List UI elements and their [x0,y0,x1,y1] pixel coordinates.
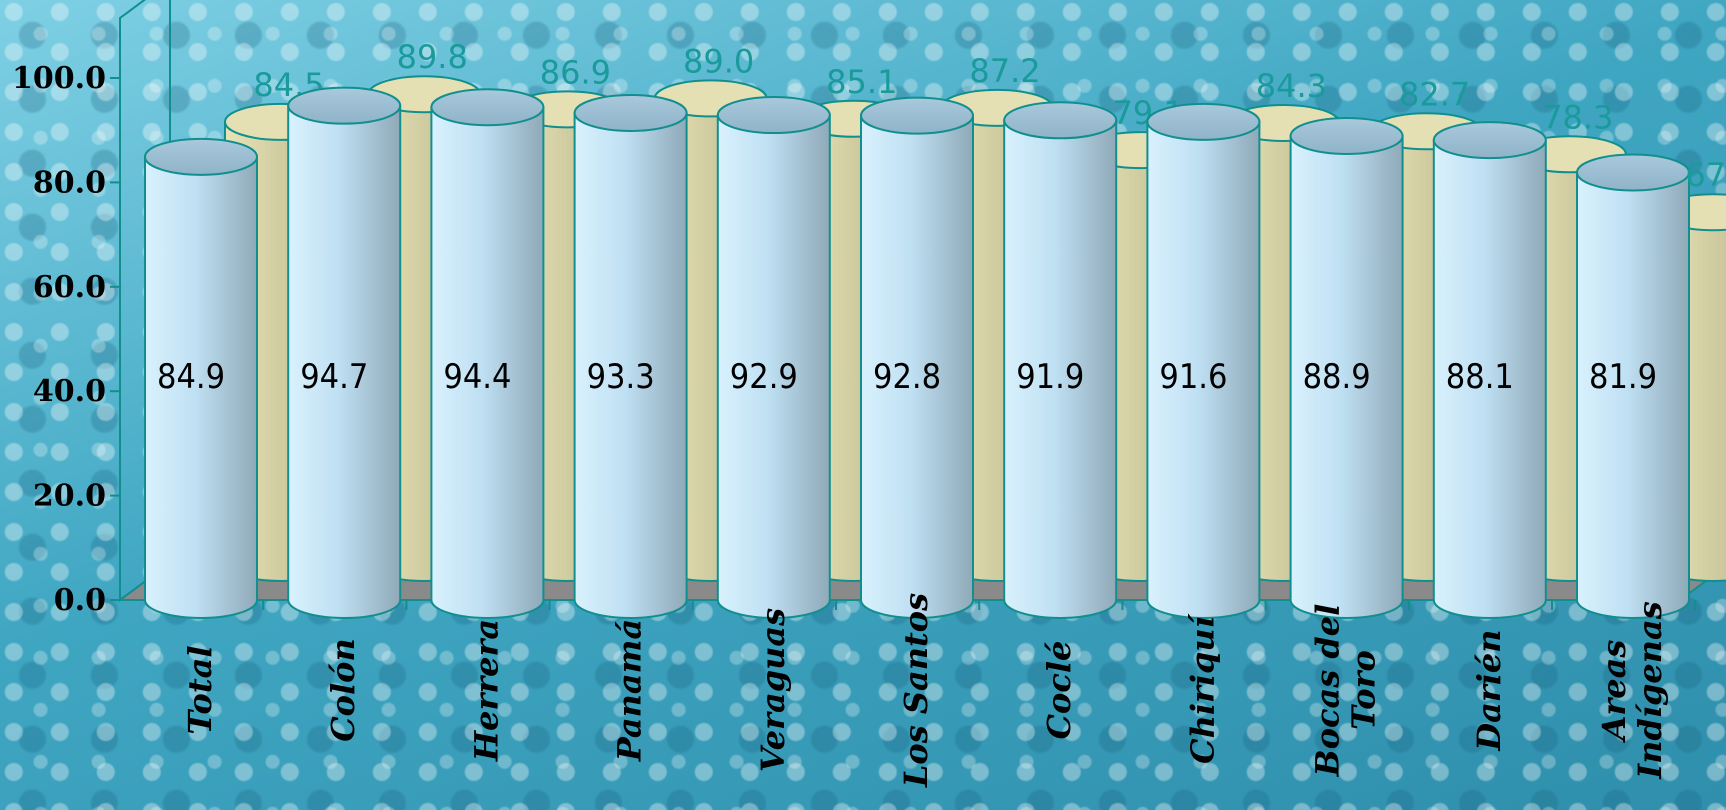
front-data-label: 91.6 [1159,357,1227,397]
x-tick-label: Panamá [611,619,649,763]
front-cylinder-bar [1146,120,1261,619]
front-data-label: 84.9 [157,357,225,397]
front-cylinder-bar [573,111,688,619]
x-tick-label: Areas [1595,640,1633,744]
front-data-label: 94.4 [443,357,511,397]
front-cylinder-top [144,137,258,176]
front-cylinder-top [1146,102,1261,141]
front-data-label: 94.7 [300,357,368,397]
category-group: 91.6 84.3 Chiriquí [1146,67,1341,764]
front-cylinder-bar [287,104,402,619]
front-data-label: 88.9 [1303,357,1371,397]
front-cylinder-top [1432,121,1547,160]
y-tick-label: 100.0 [12,61,106,96]
y-tick-label: 60.0 [33,270,106,305]
y-tick-label: 20.0 [33,479,106,514]
x-tick-label: Darién [1470,629,1508,751]
front-cylinder-bar [860,114,974,619]
front-data-label: 92.8 [873,357,941,397]
front-cylinder-top [430,88,545,127]
front-data-label: 92.9 [730,357,798,397]
front-cylinder-bar [144,155,258,619]
x-tick-label: Herrera [467,619,505,762]
front-data-label: 88.1 [1446,357,1514,397]
back-data-label: 78.3 [1542,98,1613,136]
front-data-label: 81.9 [1589,357,1657,397]
x-tick-label: Veraguas [754,608,792,772]
x-tick-label: Los Santos [897,593,935,788]
front-cylinder-bar [1003,119,1118,619]
x-tick-label: Bocas del [1309,604,1347,778]
front-cylinder-bar [1289,134,1404,619]
back-data-label: 89.0 [683,42,754,80]
x-tick-label: Total [181,645,219,734]
front-data-label: 93.3 [587,357,655,397]
x-tick-label: Coclé [1040,641,1078,740]
front-data-label: 91.9 [1016,357,1084,397]
back-data-label: 82.7 [1399,75,1470,113]
front-cylinder-bar [1432,139,1547,619]
x-tick-label: Colón [324,638,362,742]
back-data-label: 85.1 [826,63,897,101]
back-data-label: 89.8 [397,38,468,76]
x-tick-label: Indígenas [1631,601,1669,780]
x-tick-label: Chiriquí [1183,613,1221,764]
front-cylinder-top [1576,153,1690,192]
front-cylinder-top [287,86,402,125]
y-tick-label: 40.0 [33,374,106,409]
back-data-label: 86.9 [540,53,611,91]
front-cylinder-top [716,96,831,135]
y-tick-label: 0.0 [54,583,106,618]
front-cylinder-top [573,93,688,132]
back-data-label: 67.2 [1685,156,1726,194]
back-data-label: 84.3 [1256,67,1327,105]
front-cylinder-bar [430,106,545,619]
front-cylinder-top [1289,116,1404,155]
y-tick-label: 80.0 [33,165,106,200]
front-cylinder-top [1003,101,1118,140]
front-cylinder-bar [716,114,831,619]
back-data-label: 87.2 [969,52,1040,90]
front-cylinder-bar [1576,171,1690,619]
x-tick-label: Toro [1345,650,1383,730]
front-cylinder-top [860,96,974,135]
